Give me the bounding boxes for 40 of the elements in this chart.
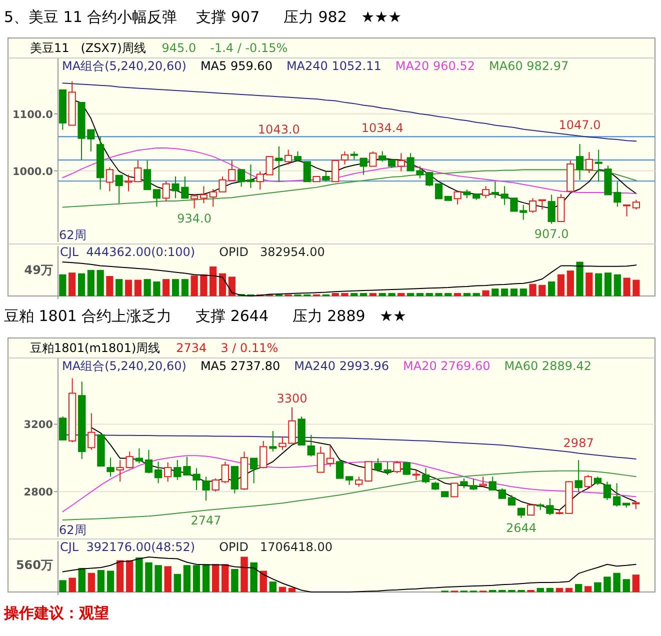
chart-subtitle: 豆粕1801(m1801)周线: [30, 341, 160, 355]
text: OPID 382954.00: [219, 245, 325, 259]
text: 560万: [16, 558, 53, 572]
text: MA60 982.97: [489, 59, 569, 73]
annotation: 934.0: [177, 211, 212, 226]
text: MA60 2889.42: [504, 359, 592, 373]
y-tick-label: 1000.0: [12, 166, 53, 178]
text: CJL 444362.00(0:100): [60, 245, 196, 259]
text: 3 / 0.11%: [220, 341, 278, 355]
annotation: 1043.0: [258, 122, 300, 136]
annotation: 2747: [190, 514, 222, 528]
chart-title: 5、美豆 11 合约小幅反弹 支撑 907 压力 982 ★★★: [4, 8, 402, 26]
text: OPID 1706418.00: [219, 540, 333, 554]
text: MA240 1052.11: [286, 59, 382, 73]
annotation: 3300: [276, 391, 308, 406]
text: MA240 2993.96: [294, 359, 389, 373]
legend-title: MA组合(5,240,20,60): [62, 59, 186, 73]
annotation: 62周: [59, 523, 86, 537]
text: MA20 2769.60: [403, 359, 490, 373]
text: -1.4 / -0.15%: [210, 41, 288, 55]
text: 49万: [24, 263, 53, 277]
annotation: 2987: [563, 436, 594, 450]
annotation: 62周: [59, 228, 86, 242]
y-tick-label: 1100.0: [12, 108, 53, 121]
chart-title: 豆粕 1801 合约上涨乏力 支撑 2644 压力 2889 ★★: [4, 307, 406, 325]
chart-subtitle: 美豆11 (ZSX7)周线: [30, 41, 146, 55]
text: MA20 960.52: [395, 59, 475, 73]
text: 2734: [176, 341, 207, 355]
annotation: 1034.4: [361, 121, 404, 136]
y-tick-label: 3200: [24, 419, 53, 432]
annotation: 907.0: [534, 226, 569, 241]
text: CJL 392176.00(48:52): [60, 540, 196, 554]
text: MA5 2737.80: [200, 359, 280, 373]
annotation: 1047.0: [558, 118, 601, 132]
text: 操作建议：观望: [3, 604, 109, 622]
y-tick-label: 2800: [24, 486, 53, 499]
annotation: 2644: [506, 520, 537, 535]
legend-title: MA组合(5,240,20,60): [62, 359, 186, 373]
text: MA5 959.60: [200, 59, 272, 73]
text: 945.0: [162, 41, 196, 55]
